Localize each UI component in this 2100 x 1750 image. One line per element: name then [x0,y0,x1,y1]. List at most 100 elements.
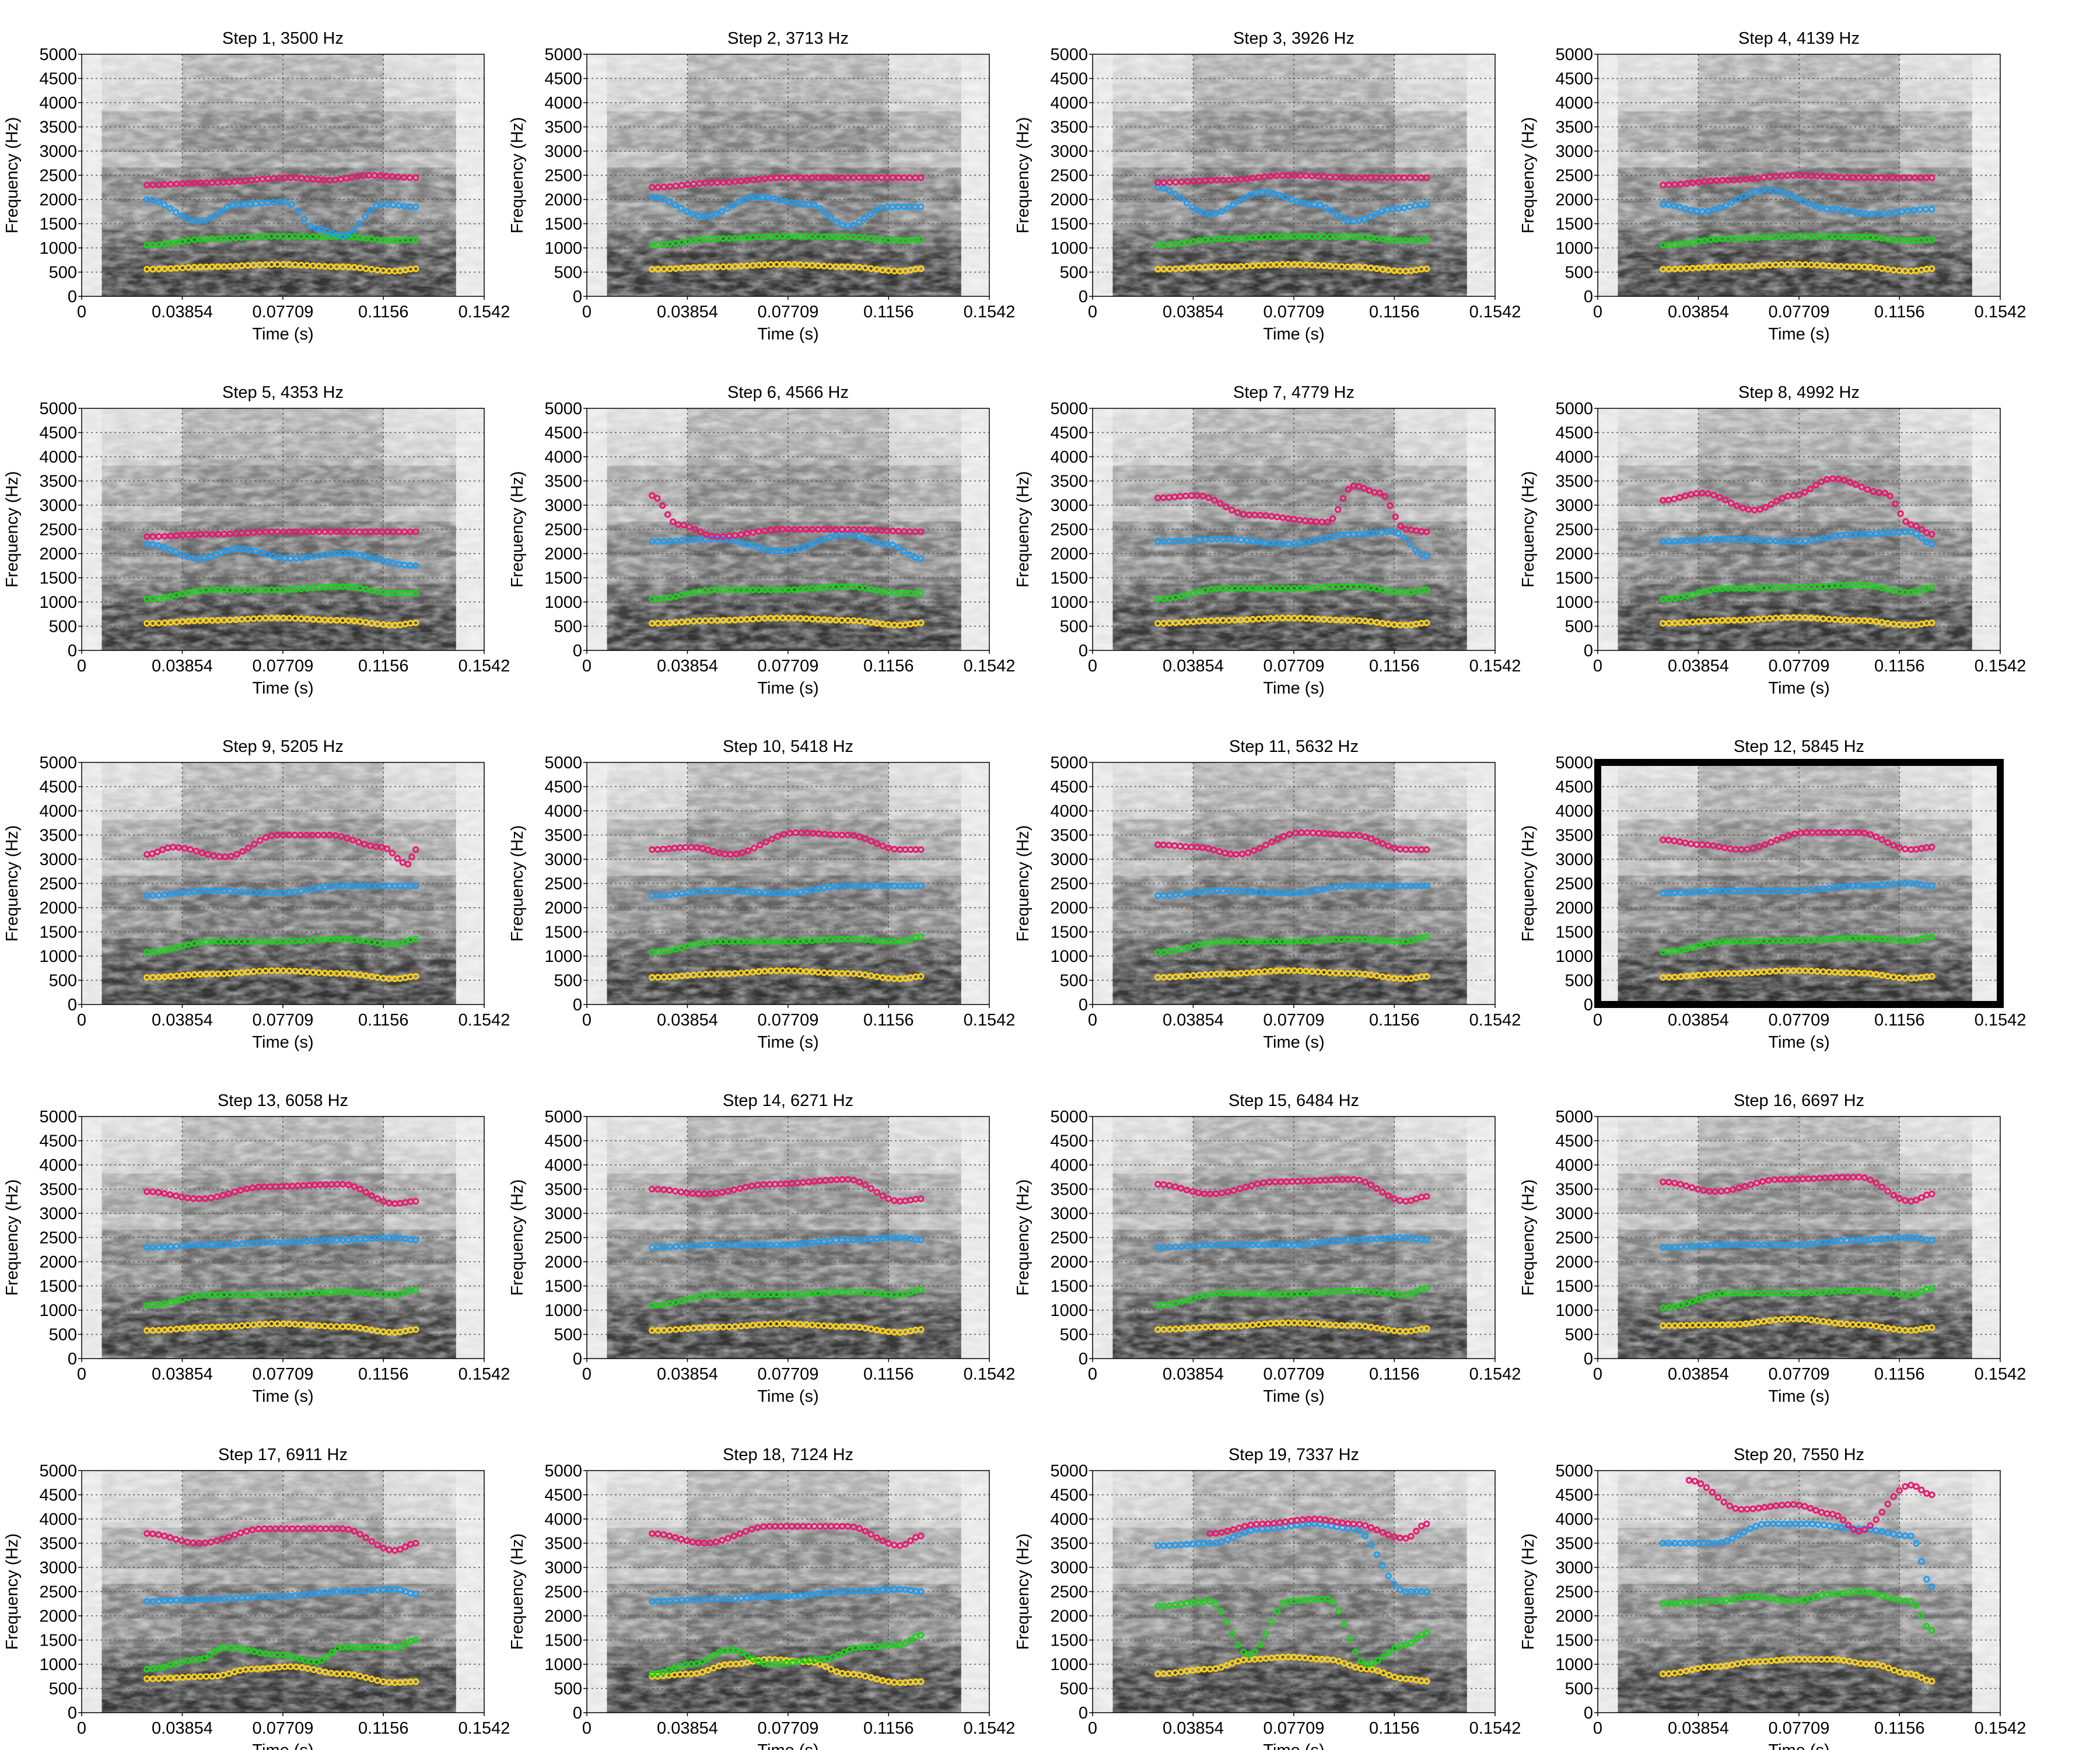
data-point [803,233,810,240]
data-point [1796,233,1803,240]
formant-series [1154,583,1430,603]
data-point [1887,492,1894,500]
data-point [1314,262,1322,269]
y-tick-label: 1500 [544,923,582,942]
data-point [349,836,356,844]
data-point [1401,534,1408,541]
y-tick-label: 5000 [544,754,582,772]
data-point [1320,886,1328,892]
data-point [1208,263,1215,271]
data-point [1389,528,1396,536]
data-point [1800,197,1807,205]
data-point [316,552,323,559]
data-point [1196,264,1203,271]
y-tick-label: 3000 [1555,1559,1593,1577]
y-tick-label: 500 [1060,264,1088,282]
data-point [282,198,289,205]
data-point [185,618,192,625]
data-point [750,176,757,183]
data-point [365,172,372,179]
data-point [1819,583,1827,590]
data-point [684,264,691,271]
data-point [351,882,358,890]
data-point [1184,890,1191,897]
data-point [345,583,352,590]
data-point [197,971,204,978]
data-point [808,887,816,894]
data-point [345,263,352,271]
data-point [797,937,804,945]
data-point [1707,617,1714,625]
data-point [1665,181,1672,188]
y-tick-label: 2000 [1555,899,1593,918]
data-point [345,970,352,977]
data-point [1320,584,1328,591]
data-point [832,883,839,890]
data-point [1273,967,1280,975]
data-point [879,236,886,243]
data-point [1808,537,1815,544]
data-point [714,971,721,978]
data-point [1338,263,1345,270]
data-point [891,882,898,890]
data-point [714,887,721,894]
data-point [202,971,210,978]
data-point [333,263,341,270]
data-point [708,179,715,186]
data-point [660,891,667,899]
data-point [1255,262,1262,269]
data-point [1356,970,1363,977]
data-point [226,970,233,977]
data-point [351,936,358,943]
data-point [785,614,792,622]
data-point [708,235,715,243]
data-point [776,197,783,204]
data-point [654,184,662,191]
data-point [714,536,721,542]
data-point [779,890,786,897]
data-point [368,939,375,946]
data-point [1321,830,1328,837]
data-point [246,200,254,208]
data-point [256,261,263,268]
data-point [755,544,762,551]
data-point [757,841,764,849]
data-point [1754,969,1762,976]
data-point [708,971,715,978]
data-point [1796,491,1803,498]
data-point [918,555,925,562]
data-point [649,492,656,499]
data-point [832,970,839,977]
data-point [755,968,762,975]
panels: Step 1, 3500 Hz0500100015002000250030003… [3,29,2026,1750]
panel-title: Step 20, 7550 Hz [1734,1446,1864,1464]
data-point [1154,620,1161,627]
data-point [1855,263,1863,271]
data-point [797,968,804,975]
data-point [1922,206,1930,213]
data-point [649,194,656,201]
data-point [1196,237,1203,244]
data-point [1683,619,1690,626]
data-point [1689,944,1696,951]
y-tick-label: 0 [1584,1350,1593,1368]
data-point [1838,262,1845,270]
data-point [1177,195,1185,202]
data-point [1423,846,1430,853]
y-tick-label: 2500 [1050,167,1088,186]
data-point [161,619,169,626]
data-point [1423,236,1430,243]
y-tick-label: 2500 [1555,875,1593,894]
data-point [1671,265,1678,272]
data-point [708,617,715,624]
data-point [374,974,381,981]
data-point [167,240,174,247]
data-point [191,940,198,947]
data-point [1345,486,1352,493]
y-tick-label: 5000 [1050,1108,1088,1126]
data-point [262,615,269,622]
y-tick-label: 2500 [1555,1229,1593,1248]
data-point [1897,510,1904,517]
data-point [1660,538,1667,545]
